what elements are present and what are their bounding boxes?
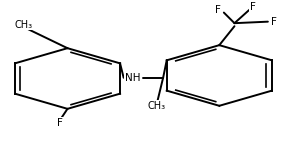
Text: CH₃: CH₃ [14, 20, 32, 30]
Text: F: F [57, 118, 63, 128]
Text: F: F [271, 17, 277, 27]
Text: CH₃: CH₃ [148, 101, 166, 111]
Text: F: F [250, 2, 256, 11]
Text: NH: NH [125, 73, 141, 83]
Text: F: F [215, 4, 221, 15]
